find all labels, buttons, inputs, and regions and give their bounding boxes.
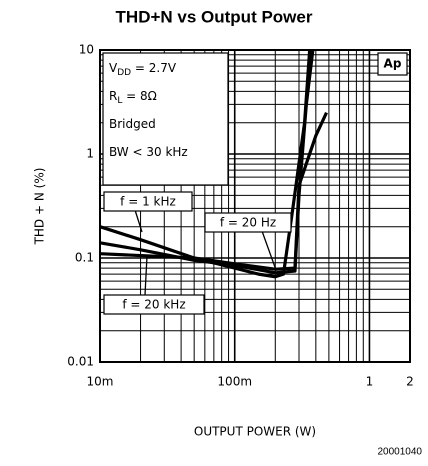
x-tick-label: 10m: [87, 375, 114, 389]
x-tick-label: 100m: [217, 375, 252, 389]
x-axis-label: OUTPUT POWER (W): [194, 425, 316, 439]
label-pointer: [261, 230, 277, 271]
series-label: f = 20 Hz: [220, 216, 276, 230]
condition-rest: = 8Ω: [122, 89, 157, 103]
label-pointer: [144, 255, 148, 296]
badge: Ap: [384, 57, 402, 71]
label-box: [103, 191, 193, 212]
series-line: [99, 111, 328, 271]
condition-sub: L: [117, 96, 122, 106]
series-line: [99, 49, 312, 279]
y-tick-label: 10: [79, 43, 94, 57]
condition-main: R: [109, 89, 117, 103]
y-tick-label: 0.1: [75, 251, 94, 265]
label-box: [103, 294, 205, 315]
condition-text: VDD = 2.7V: [109, 61, 177, 78]
series-label: f = 20 kHz: [122, 298, 185, 312]
badge-box: [377, 52, 408, 76]
footnote: 20001040: [378, 447, 423, 458]
condition-sub: DD: [117, 68, 131, 78]
condition-text: RL = 8Ω: [109, 89, 157, 106]
label-box: [204, 212, 292, 233]
condition-main: BW < 30 kHz: [109, 145, 188, 159]
condition-rest: = 2.7V: [131, 61, 177, 75]
x-tick-label: 2: [406, 375, 414, 389]
x-tick-label: 1: [366, 375, 374, 389]
chart-title: THD+N vs Output Power: [116, 7, 313, 26]
label-pointer: [134, 209, 143, 233]
series-line: [99, 49, 315, 275]
y-tick-label: 0.01: [67, 355, 94, 369]
y-tick-label: 1: [86, 147, 94, 161]
conditions-box: [102, 52, 229, 186]
annotations: 10m 100m 1 2 0.01 0.1 1 10 VDD = 2.7V RL = 8Ω Brid…: [67, 43, 414, 389]
lines: [99, 49, 328, 279]
condition-main: Bridged: [109, 117, 156, 131]
plot-frame: [99, 49, 411, 363]
series-label: f = 1 kHz: [120, 195, 176, 209]
condition-text: BW < 30 kHz: [109, 145, 188, 159]
condition-text: Bridged: [109, 117, 156, 131]
condition-main: V: [109, 61, 118, 75]
y-axis-label: THD + N (%): [33, 168, 47, 246]
